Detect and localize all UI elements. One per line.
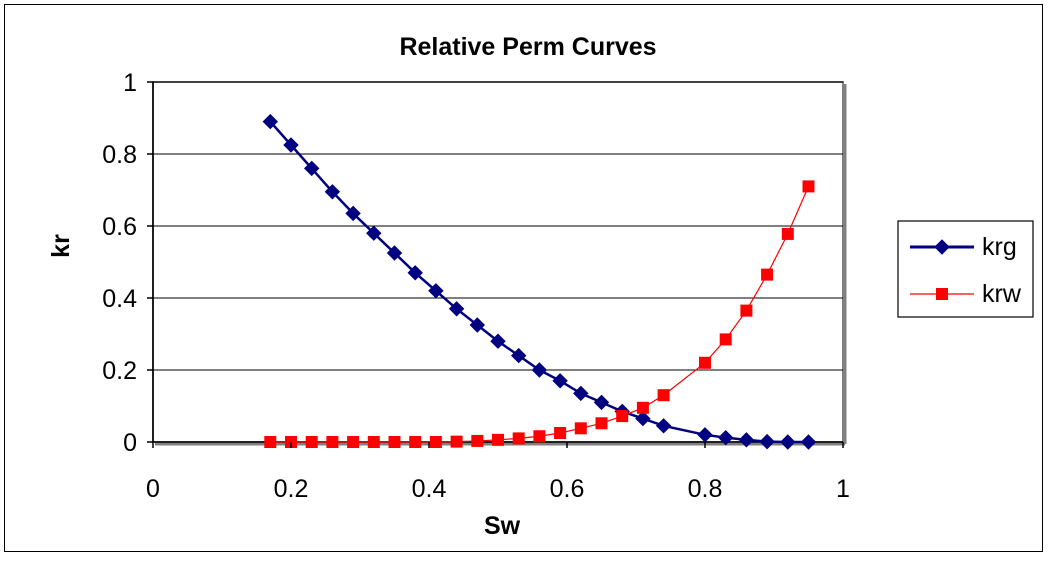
legend-box	[897, 220, 1034, 318]
legend-marker-krg	[934, 239, 950, 255]
data-point-krw	[492, 433, 504, 446]
data-point-krg	[738, 432, 755, 448]
legend-label-krg: krg	[982, 233, 1017, 261]
data-point-krw	[471, 434, 484, 447]
data-point-krw	[574, 422, 587, 435]
plot-area	[152, 81, 844, 443]
y-tick-label: 0.8	[102, 141, 137, 169]
data-point-krg	[386, 245, 403, 261]
x-tick-label: 0.8	[688, 475, 723, 503]
data-point-krw	[554, 427, 567, 439]
data-point-krw	[429, 436, 442, 448]
data-point-krg	[490, 333, 506, 349]
data-point-krg	[717, 429, 734, 446]
data-point-krg	[407, 265, 423, 281]
x-tick-label: 0.6	[550, 475, 585, 503]
data-point-krw	[761, 268, 774, 281]
data-point-krg	[366, 225, 382, 241]
legend-label-krw: krw	[982, 280, 1022, 308]
data-point-krg	[697, 427, 713, 443]
data-point-krw	[326, 436, 339, 448]
data-point-krg	[262, 113, 279, 130]
data-point-krg	[448, 301, 465, 317]
data-point-krw	[367, 436, 380, 448]
data-point-krw	[388, 436, 401, 448]
data-point-krw	[636, 401, 649, 414]
data-point-krg	[800, 434, 817, 450]
data-point-krw	[264, 436, 277, 448]
x-axis-title: Sw	[484, 512, 521, 540]
legend-marker-krw	[936, 288, 948, 300]
data-point-krw	[595, 417, 608, 430]
data-point-krw	[740, 304, 753, 317]
data-point-krw	[699, 356, 711, 369]
x-tick-label: 1	[836, 475, 850, 503]
data-point-krg	[635, 410, 651, 427]
x-tick-label: 0	[146, 475, 160, 503]
data-point-krw	[409, 436, 422, 448]
x-tick-label: 0.4	[412, 475, 447, 503]
x-tick-label: 0.2	[274, 475, 309, 503]
data-point-krg	[469, 317, 486, 333]
legend-item-krg: krg	[910, 233, 1017, 261]
data-point-krw	[305, 436, 318, 448]
data-point-krw	[450, 435, 463, 448]
data-point-krg	[345, 205, 361, 222]
chart-frame: 0 0.2 0.4 0.6 0.8 1 0 0.2 0.4 0.6 0.8 1 Relative Pe…	[4, 4, 1043, 552]
data-point-krw	[616, 410, 629, 423]
legend: krg krw	[897, 220, 1034, 318]
data-point-krg	[303, 160, 320, 177]
data-point-krg	[428, 283, 444, 299]
data-point-krw	[512, 432, 525, 445]
y-tick-label: 0.6	[102, 213, 137, 241]
chart-title: Relative Perm Curves	[399, 33, 656, 61]
data-point-krg	[780, 434, 796, 450]
y-tick-label: 0	[123, 429, 137, 457]
data-point-krw	[533, 430, 546, 443]
data-point-krw	[657, 389, 670, 402]
y-tick-label: 0.2	[102, 357, 137, 385]
series-krw	[264, 180, 815, 448]
data-point-krg	[759, 433, 775, 450]
relative-perm-chart: 0 0.2 0.4 0.6 0.8 1 0 0.2 0.4 0.6 0.8 1 Relative Pe…	[47, 33, 1034, 540]
data-point-krw	[781, 227, 794, 240]
data-point-krw	[802, 180, 815, 193]
data-point-krg	[573, 385, 589, 402]
data-point-krg	[324, 184, 341, 200]
data-point-krg	[531, 362, 548, 378]
data-point-krg	[655, 418, 672, 434]
series-krg	[262, 113, 817, 450]
data-point-krw	[347, 436, 360, 448]
data-point-krg	[510, 347, 527, 364]
data-point-krw	[719, 333, 732, 346]
data-point-krg	[552, 373, 568, 389]
data-point-krg	[593, 394, 610, 411]
y-axis-title: kr	[47, 234, 75, 258]
y-tick-label: 1	[123, 69, 137, 97]
data-point-krg	[283, 137, 299, 153]
y-tick-label: 0.4	[102, 285, 137, 313]
legend-item-krw: krw	[910, 280, 1022, 308]
